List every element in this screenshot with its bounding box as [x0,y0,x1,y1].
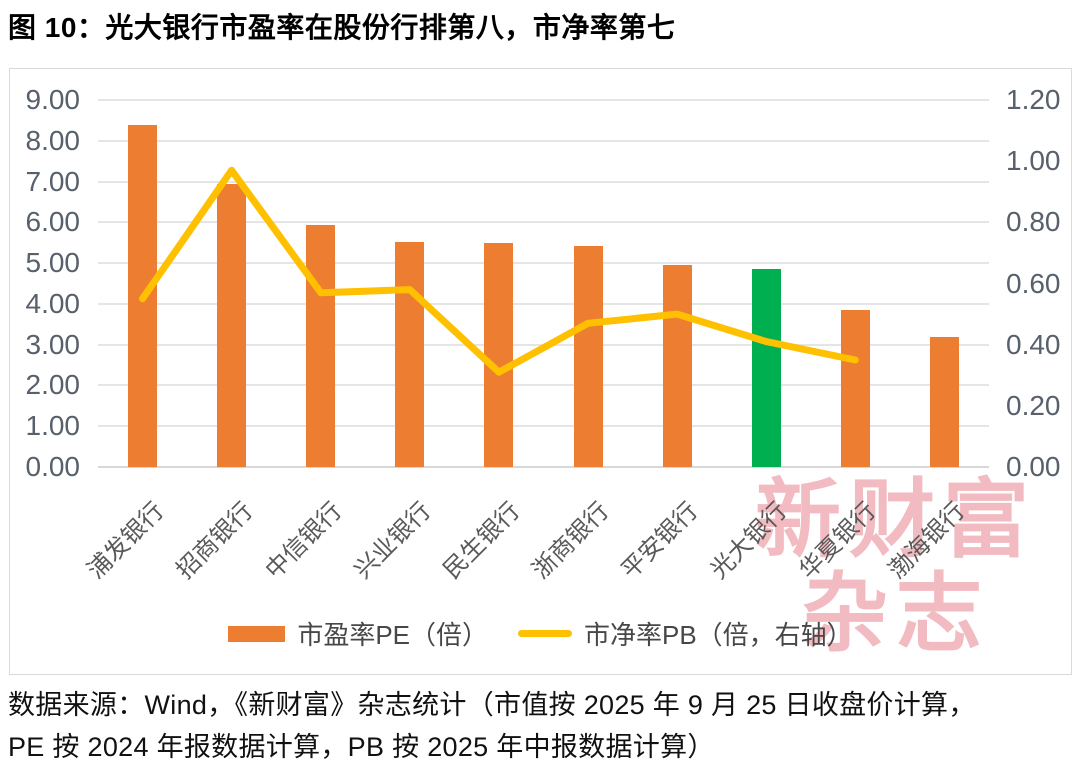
x-axis-label: 平安银行 [616,497,704,585]
chart-card: 新财富 杂志 市盈率PE（倍） 市净率PB（倍，右轴） 9.00 8.00 7.00… [9,68,1072,675]
x-axis-label: 中信银行 [260,497,348,585]
left-axis-tick: 6.00 [25,206,81,238]
figure-title: 图 10：光大银行市盈率在股份行排第八，市净率第七 [8,12,676,43]
pe-bar [573,245,603,467]
x-axis-label: 华夏银行 [794,497,882,585]
legend-label-pb: 市净率PB（倍，右轴） [584,620,853,650]
x-axis-label: 浙商银行 [527,497,615,585]
left-axis-tick: 8.00 [25,124,81,156]
left-axis-tick: 4.00 [25,287,81,319]
pb-line-swatch-icon [518,630,572,637]
right-axis-tick: 0.60 [1006,267,1061,299]
left-axis-tick: 7.00 [25,165,81,197]
gridline [98,262,989,265]
x-axis-label: 光大银行 [705,497,793,585]
left-axis-tick: 9.00 [25,84,81,115]
pe-bar [395,241,425,467]
pe-bar-swatch-icon [228,625,286,642]
right-axis-tick: 0.00 [1006,451,1061,482]
pe-bar [929,336,959,467]
gridline [98,180,989,183]
right-axis-tick: 1.00 [1006,145,1061,177]
right-axis-tick: 0.40 [1006,328,1061,360]
right-axis-tick: 0.80 [1006,206,1061,238]
x-axis-label: 招商银行 [171,497,259,585]
gridline [98,302,989,305]
left-axis-tick: 0.00 [25,451,81,482]
gridline [98,99,989,101]
legend-label-pe: 市盈率PE（倍） [297,620,488,650]
pe-bar [217,184,247,467]
left-axis-tick: 5.00 [25,247,81,279]
pe-bar [306,225,336,467]
left-axis-tick: 2.00 [25,369,81,401]
source-line2: PE 按 2024 年报数据计算，PB 按 2025 年中报数据计算） [8,732,715,762]
left-axis-tick: 3.00 [25,328,81,360]
pe-bar [484,242,514,467]
pe-bar [840,310,870,467]
gridline [98,466,989,468]
x-axis-label: 渤海银行 [883,497,971,585]
right-axis-tick: 1.20 [1006,84,1061,115]
x-axis-label: 浦发银行 [81,497,169,585]
gridline [98,139,989,142]
pe-bar [751,268,781,467]
left-axis-tick: 1.00 [25,410,81,442]
pe-bar [662,264,692,467]
legend-item-pb: 市净率PB（倍，右轴） [518,615,853,652]
legend-item-pe: 市盈率PE（倍） [228,615,488,652]
legend: 市盈率PE（倍） 市净率PB（倍，右轴） [10,615,1071,652]
gridline [98,384,989,387]
gridline [98,221,989,224]
x-axis-label: 兴业银行 [349,497,437,585]
source-note: 数据来源：Wind，《新财富》杂志统计（市值按 2025 年 9 月 25 日收… [8,684,976,763]
x-axis-label: 民生银行 [438,497,526,585]
source-line1: 数据来源：Wind，《新财富》杂志统计（市值按 2025 年 9 月 25 日收… [8,690,976,720]
pb-line-path [139,166,859,376]
right-axis-tick: 0.20 [1006,389,1061,421]
pb-line-chart [139,166,859,376]
gridline [98,425,989,428]
